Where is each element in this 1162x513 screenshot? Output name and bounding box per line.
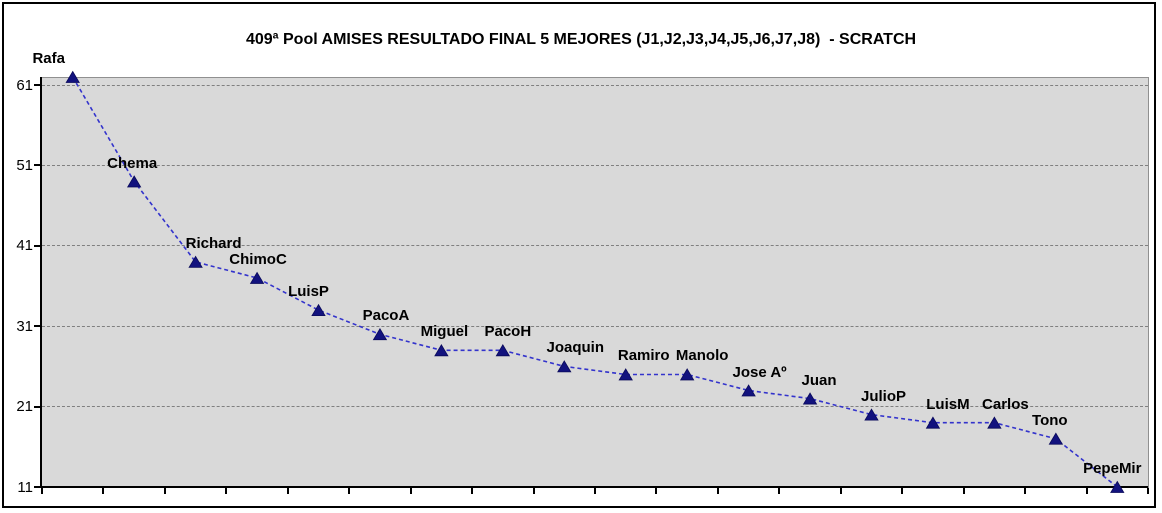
- y-axis-tick-label: 41: [16, 237, 33, 255]
- chart-border: [2, 2, 1156, 508]
- y-axis-tick: [34, 84, 41, 87]
- data-point-marker: [126, 175, 142, 188]
- data-point-label: Miguel: [420, 323, 469, 341]
- data-point-label: Manolo: [675, 347, 729, 365]
- x-axis-tick: [1147, 488, 1149, 494]
- x-axis-tick: [655, 488, 658, 494]
- data-point-marker: [188, 255, 203, 268]
- data-point-label: Ramiro: [617, 347, 670, 365]
- x-axis-tick: [286, 488, 289, 494]
- y-axis-line: [40, 77, 42, 488]
- x-axis-tick: [225, 488, 228, 494]
- x-axis-tick: [778, 488, 781, 494]
- x-axis-tick: [901, 488, 904, 494]
- data-point-marker: [311, 303, 326, 317]
- data-point-marker: [495, 344, 511, 357]
- gridline: [42, 245, 1148, 247]
- data-point-marker: [802, 392, 818, 405]
- data-point-marker: [249, 271, 265, 284]
- y-axis-tick: [34, 164, 41, 167]
- data-point-label: Rafa: [32, 50, 65, 67]
- gridline: [42, 84, 1148, 86]
- data-point-label: LuisP: [288, 283, 329, 301]
- data-point-marker: [1048, 432, 1064, 445]
- x-axis-tick: [716, 488, 719, 494]
- x-axis-tick: [348, 488, 351, 494]
- chart-title: 409ª Pool AMISES RESULTADO FINAL 5 MEJOR…: [245, 31, 917, 48]
- y-axis-tick: [34, 325, 41, 328]
- y-axis-tick: [34, 486, 41, 488]
- x-axis-tick: [532, 488, 535, 494]
- y-axis-tick-label: 31: [16, 317, 33, 335]
- data-point-marker: [65, 70, 80, 83]
- y-axis-tick-label: 21: [16, 398, 33, 416]
- plot-area: [42, 77, 1149, 488]
- y-axis-tick: [34, 405, 41, 408]
- x-axis-tick: [1024, 488, 1027, 494]
- data-point-label: PacoA: [362, 307, 410, 325]
- data-point-marker: [434, 344, 449, 357]
- data-point-label: Juan: [801, 371, 837, 389]
- data-point-marker: [864, 408, 879, 421]
- x-axis-tick: [594, 488, 596, 494]
- data-point-label: ChimoC: [229, 250, 287, 268]
- data-point-marker: [987, 416, 1002, 429]
- y-axis-tick: [34, 244, 41, 247]
- x-axis-tick: [839, 488, 842, 494]
- data-point-label: PepeMir: [1083, 460, 1142, 477]
- data-point-marker: [372, 327, 388, 341]
- y-axis-tick-label: 51: [16, 156, 33, 174]
- data-point-label: Chema: [107, 154, 158, 172]
- gridline: [42, 325, 1148, 327]
- x-axis-tick: [1085, 488, 1088, 494]
- data-point-marker: [557, 360, 572, 373]
- data-point-label: JulioP: [860, 387, 907, 405]
- data-point-label: Tono: [1032, 411, 1068, 429]
- data-point-marker: [679, 368, 695, 381]
- x-axis-tick: [163, 488, 166, 494]
- data-point-marker: [741, 384, 756, 397]
- data-point-label: Richard: [185, 234, 242, 252]
- x-axis-line: [40, 486, 1148, 488]
- x-axis-tick: [962, 488, 965, 494]
- data-point-label: Carlos: [982, 395, 1029, 413]
- gridline: [42, 406, 1148, 408]
- data-point-label: Jose Aº: [732, 363, 787, 381]
- y-axis-tick-label: 61: [16, 76, 33, 94]
- data-point-marker: [925, 416, 941, 429]
- x-axis-tick: [471, 488, 474, 494]
- y-axis-tick-label: 11: [17, 478, 33, 496]
- data-point-label: LuisM: [926, 395, 970, 413]
- x-axis-tick: [41, 488, 43, 494]
- data-point-label: PacoH: [484, 323, 532, 341]
- x-axis-tick: [102, 488, 105, 494]
- series-line: [72, 76, 1118, 488]
- x-axis-tick: [409, 488, 412, 494]
- gridline: [42, 164, 1148, 166]
- data-point-label: Joaquin: [546, 339, 605, 357]
- data-point-marker: [1110, 480, 1125, 493]
- data-point-marker: [618, 368, 633, 381]
